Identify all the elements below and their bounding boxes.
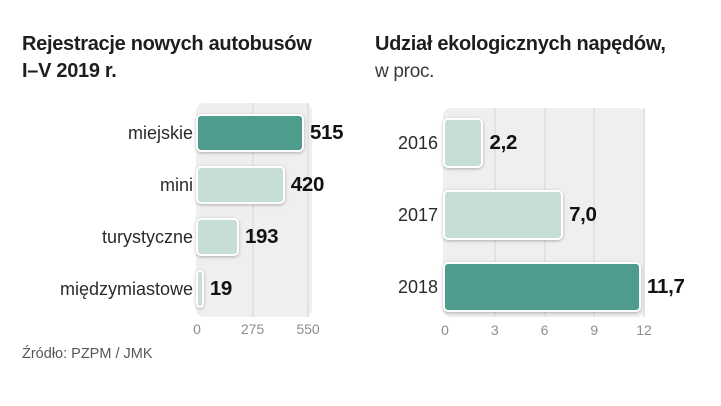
category-label: mini	[159, 174, 193, 195]
bar-track: 515	[196, 114, 344, 152]
bars-left: miejskie 515 mini 420 turystyczne 193 międzymi…	[10, 107, 344, 315]
bar	[443, 118, 484, 168]
bar	[443, 262, 642, 312]
bar	[196, 114, 304, 152]
chart-title-left: Rejestracje nowych autobusów I–V 2019 r.	[22, 31, 312, 85]
bar-row: 2018 11,7	[378, 251, 685, 323]
category-label: międzymiastowe	[59, 278, 193, 299]
chart-title-line1: Udział ekologicznych napędów,	[375, 33, 666, 55]
x-tick-label: 6	[540, 322, 549, 338]
x-tick-label: 275	[240, 321, 265, 337]
bar	[443, 190, 564, 240]
bar-row: 2016 2,2	[378, 107, 644, 179]
x-axis-right: 0 3 6 9 12	[441, 322, 652, 340]
value-label: 7,0	[569, 203, 597, 226]
gridline	[593, 108, 596, 317]
x-tick-label: 3	[490, 322, 499, 338]
value-label: 11,7	[647, 275, 685, 298]
gridline	[643, 108, 645, 317]
bar-row: turystyczne 193	[10, 211, 309, 263]
category-label: turystyczne	[101, 226, 193, 247]
source-note: Źródło: PZPM / JMK	[22, 346, 153, 362]
bar-row: 2017 7,0	[378, 179, 644, 251]
x-tick-label: 0	[441, 322, 449, 338]
gridline	[251, 103, 254, 317]
chart-title-line1: Rejestracje nowych autobusów	[22, 33, 312, 55]
x-tick-label: 9	[590, 322, 599, 338]
value-label: 19	[209, 277, 233, 300]
category-label: 2016	[397, 132, 438, 153]
category-label: miejskie	[127, 122, 193, 143]
chart-title-line2: w proc.	[375, 61, 435, 82]
bar-row: międzymiastowe 19	[10, 263, 309, 315]
x-tick-label: 12	[636, 322, 652, 338]
bar-track: 420	[196, 166, 324, 204]
value-label: 420	[290, 173, 325, 196]
x-tick-label: 550	[296, 321, 320, 337]
bar	[196, 166, 285, 204]
bar-track: 11,7	[443, 262, 685, 312]
bar	[196, 270, 204, 308]
category-label: 2017	[397, 204, 438, 225]
bar-row: mini 420	[10, 159, 324, 211]
value-label: 515	[309, 121, 344, 144]
bar-track: 2,2	[443, 118, 644, 168]
bar-track: 19	[196, 270, 309, 308]
value-label: 193	[244, 225, 279, 248]
category-label: 2018	[397, 276, 438, 297]
gridline	[307, 103, 309, 317]
gridlines-left	[197, 103, 309, 317]
bar	[196, 218, 239, 256]
value-label: 2,2	[489, 131, 518, 154]
bar-row: miejskie 515	[10, 107, 344, 159]
bar-track: 193	[196, 218, 309, 256]
x-tick-label: 0	[193, 321, 201, 337]
x-axis-left: 0 275 550	[193, 321, 320, 339]
bar-track: 7,0	[443, 190, 644, 240]
chart-title-right: Udział ekologicznych napędów, w proc.	[375, 31, 666, 85]
chart-title-line2: I–V 2019 r.	[22, 60, 117, 82]
bars-right: 2016 2,2 2017 7,0 2018 11,7	[378, 107, 685, 323]
